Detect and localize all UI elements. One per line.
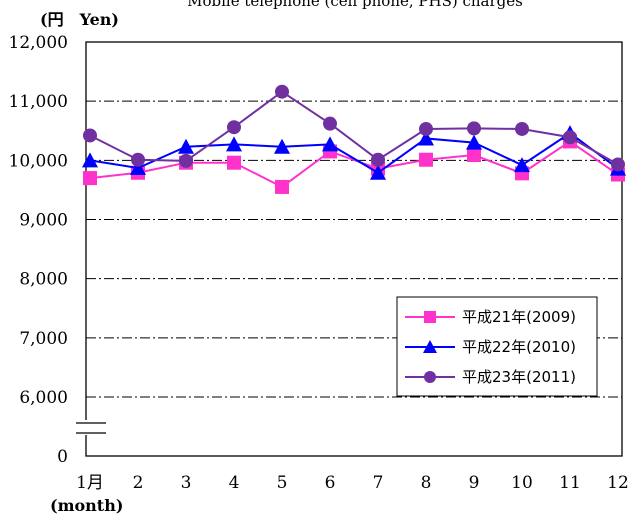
y-tick-label: 8,000 <box>19 270 68 290</box>
y-tick-label: 11,000 <box>9 92 68 112</box>
legend-label: 平成21年(2009) <box>462 308 576 326</box>
legend-item: 平成22年(2010) <box>405 338 576 356</box>
legend-label: 平成23年(2011) <box>462 368 576 386</box>
series-square <box>83 134 625 194</box>
data-point <box>82 152 98 168</box>
x-tick-label: 4 <box>229 473 240 493</box>
data-point <box>323 116 337 131</box>
x-tick-label: 5 <box>277 473 288 493</box>
legend-item: 平成21年(2009) <box>405 308 576 326</box>
legend-item: 平成23年(2011) <box>405 368 576 386</box>
series-line <box>89 90 619 166</box>
plot-area-frame <box>85 41 623 457</box>
data-point <box>419 152 433 167</box>
data-point <box>515 121 529 136</box>
data-point <box>424 311 436 323</box>
data-point <box>467 121 481 136</box>
data-point <box>322 136 338 152</box>
data-point <box>274 138 290 154</box>
x-tick-label: 6 <box>325 473 336 493</box>
x-tick-label: 10 <box>511 473 533 493</box>
data-point <box>83 128 97 143</box>
data-point <box>514 157 530 173</box>
y-tick-label: 10,000 <box>9 151 68 171</box>
x-tick-label: 3 <box>181 473 192 493</box>
x-tick-label: 8 <box>421 473 432 493</box>
series-triangle <box>82 125 626 180</box>
chart-title: Mobile telephone (cell phone, PHS) charg… <box>187 0 523 10</box>
data-point <box>226 136 242 152</box>
y-tick-label: 6,000 <box>19 388 68 408</box>
data-point <box>563 130 577 145</box>
x-tick-label: 9 <box>469 473 480 493</box>
data-point <box>179 153 193 168</box>
data-point <box>418 130 434 146</box>
x-tick-label: 11 <box>559 473 581 493</box>
data-point <box>424 371 436 383</box>
data-point <box>227 155 241 170</box>
y-tick-label: 9,000 <box>19 211 68 231</box>
data-point <box>227 120 241 135</box>
y-tick-label: 7,000 <box>19 329 68 349</box>
y-tick-label: 0 <box>57 447 68 467</box>
x-tick-label: 1月 <box>76 473 104 493</box>
data-point <box>131 152 145 167</box>
y-axis-ticks: 0 6,000 7,000 8,000 9,000 10,000 11,000 12,000 <box>9 33 68 467</box>
x-tick-label: 12 <box>607 473 629 493</box>
series-circle <box>83 84 625 172</box>
data-point <box>466 134 482 150</box>
data-point <box>130 160 146 176</box>
data-point <box>467 148 481 163</box>
legend-label: 平成22年(2010) <box>462 338 576 356</box>
data-point <box>370 164 386 180</box>
x-tick-label: 2 <box>133 473 144 493</box>
data-point <box>275 84 289 99</box>
series-line <box>89 131 619 174</box>
legend: 平成21年(2009) 平成22年(2010) 平成23年(2011) <box>396 296 598 397</box>
data-point <box>611 157 625 172</box>
data-point <box>178 138 194 154</box>
series-line <box>89 140 619 189</box>
legend-items: 平成21年(2009) 平成22年(2010) 平成23年(2011) <box>405 308 576 386</box>
data-point <box>275 179 289 194</box>
y-tick-label: 12,000 <box>9 33 68 53</box>
data-point <box>423 340 437 353</box>
series-group <box>82 84 626 194</box>
x-axis-ticks: 1月 2 3 4 5 6 7 8 9 10 11 12 <box>76 473 629 493</box>
x-tick-label: 7 <box>373 473 384 493</box>
data-point <box>419 121 433 136</box>
data-point <box>83 171 97 186</box>
y-axis-label: (円 Yen) <box>40 10 119 29</box>
x-axis-label: (month) <box>50 496 123 515</box>
data-point <box>371 152 385 167</box>
axis-break-mark <box>74 420 106 435</box>
